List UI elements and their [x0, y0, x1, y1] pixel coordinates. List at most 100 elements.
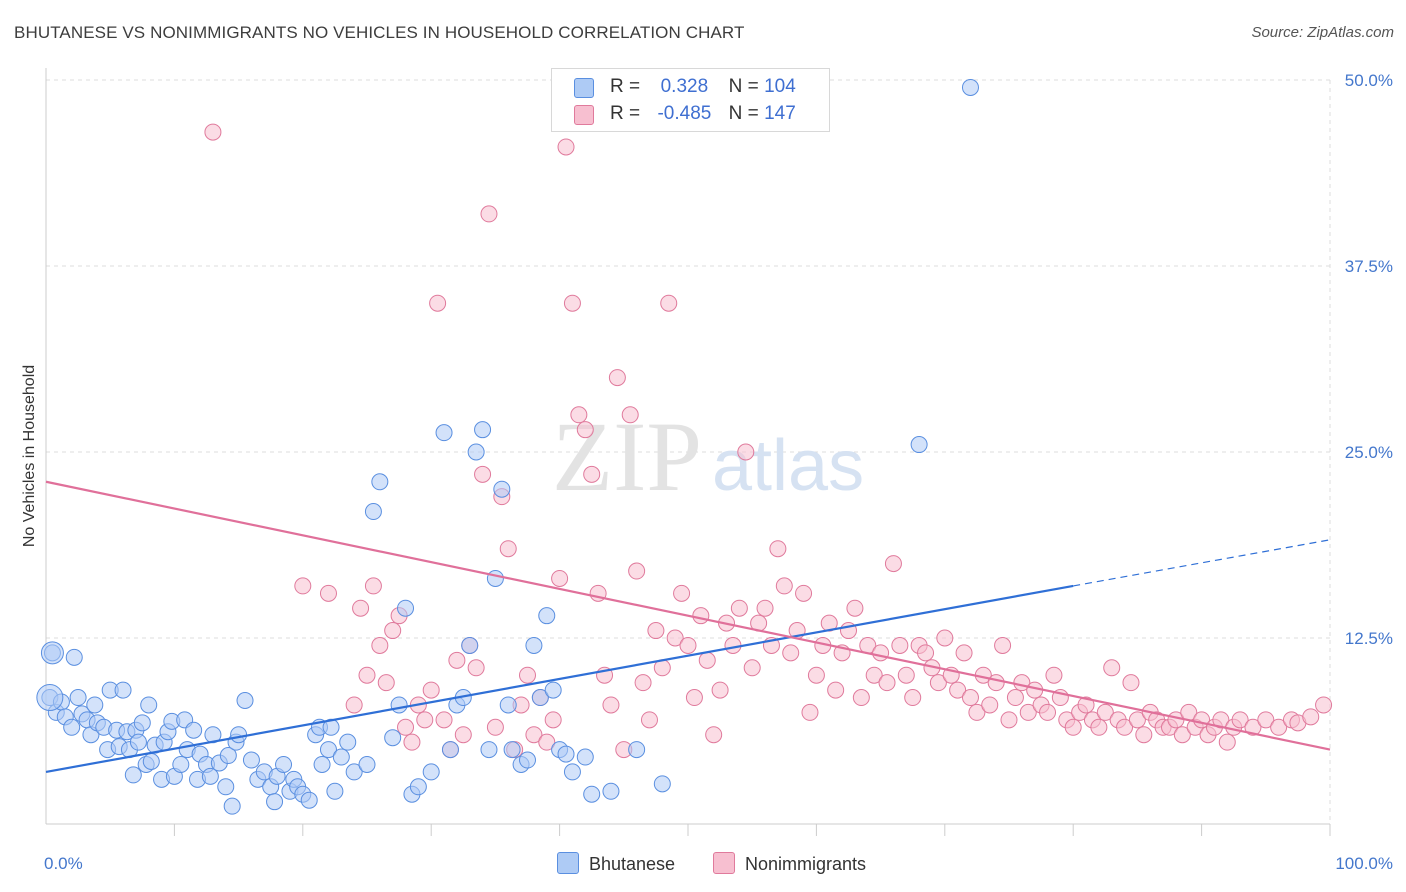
- nonimmigrants-point: [660, 294, 678, 312]
- nonimmigrants-point: [987, 674, 1005, 692]
- nonimmigrants-point: [1045, 666, 1063, 684]
- nonimmigrants-point: [737, 443, 755, 461]
- bhutanese-trend-line: [45, 584, 1074, 774]
- legend: R = 0.328 N = 104 R = -0.485 N = 147: [551, 68, 830, 132]
- bhutanese-point: [140, 696, 158, 714]
- bhutanese-point: [422, 763, 440, 781]
- legend-r-value-bhutanese: 0.328: [660, 76, 709, 97]
- bhutanese-point: [499, 696, 517, 714]
- nonimmigrants-point: [692, 607, 710, 625]
- bhutanese-point: [326, 782, 344, 800]
- nonimmigrants-point: [467, 659, 485, 677]
- nonimmigrants-point: [1244, 718, 1262, 736]
- nonimmigrants-point: [929, 674, 947, 692]
- legend-r-label: R =: [610, 103, 641, 124]
- nonimmigrants-point: [666, 629, 684, 647]
- bhutanese-point: [364, 503, 382, 521]
- bhutanese-point: [124, 766, 142, 784]
- bottom-legend-nonimmigrants: Nonimmigrants: [713, 852, 866, 875]
- nonimmigrants-point: [608, 369, 626, 387]
- bhutanese-point: [493, 480, 511, 498]
- bhutanese-point: [583, 785, 601, 803]
- nonimmigrants-point: [429, 294, 447, 312]
- source-label: Source: ZipAtlas.com: [1251, 24, 1394, 41]
- nonimmigrants-point: [897, 666, 915, 684]
- nonimmigrants-point: [435, 711, 453, 729]
- legend-n-value-bhutanese: 104: [764, 76, 796, 97]
- bhutanese-point: [133, 714, 151, 732]
- nonimmigrants-point: [371, 636, 389, 654]
- nonimmigrants-point: [1173, 726, 1191, 744]
- bhutanese-point: [628, 741, 646, 759]
- bottom-legend-label-bhutanese: Bhutanese: [589, 854, 676, 874]
- nonimmigrants-point: [576, 421, 594, 439]
- x-tick-label-start: 0.0%: [44, 854, 83, 873]
- nonimmigrants-point: [519, 666, 536, 684]
- bhutanese-point: [65, 648, 83, 666]
- nonimmigrants-point: [904, 689, 922, 707]
- nonimmigrants-point: [1231, 711, 1249, 729]
- bhutanese-point: [602, 782, 620, 800]
- bhutanese-point: [519, 751, 536, 769]
- nonimmigrants-point: [538, 733, 556, 751]
- nonimmigrants-point: [711, 681, 729, 699]
- y-tick-label: 37.5%: [1345, 257, 1393, 276]
- nonimmigrants-point: [1006, 689, 1024, 707]
- x-tick-label-end: 100.0%: [1335, 854, 1393, 873]
- nonimmigrants-point: [1218, 733, 1236, 751]
- nonimmigrants-point: [634, 674, 652, 692]
- nonimmigrants-point: [1096, 703, 1114, 721]
- bottom-legend-label-nonimmigrants: Nonimmigrants: [745, 854, 867, 874]
- nonimmigrants-point: [1116, 718, 1134, 736]
- nonimmigrants-point: [557, 138, 575, 156]
- nonimmigrants-point: [1122, 674, 1140, 692]
- nonimmigrants-point: [852, 689, 870, 707]
- bhutanese-point: [266, 793, 284, 811]
- nonimmigrants-point: [994, 636, 1012, 654]
- watermark-atlas: atlas: [712, 426, 864, 506]
- nonimmigrants-point: [551, 569, 569, 587]
- nonimmigrants-point: [583, 465, 601, 483]
- nonimmigrants-point: [416, 711, 434, 729]
- nonimmigrants-point: [1103, 659, 1121, 677]
- nonimmigrants-point: [1128, 711, 1146, 729]
- nonimmigrants-point: [544, 711, 562, 729]
- legend-n-label: N =: [728, 76, 759, 97]
- nonimmigrants-point: [705, 726, 723, 744]
- bhutanese-point: [345, 763, 363, 781]
- nonimmigrants-point: [403, 733, 421, 751]
- bhutanese-point: [525, 636, 543, 654]
- nonimmigrants-point: [384, 622, 402, 640]
- nonimmigrants-point: [878, 674, 896, 692]
- nonimmigrants-point: [422, 681, 440, 699]
- chart-title: BHUTANESE VS NONIMMIGRANTS NO VEHICLES I…: [14, 23, 745, 42]
- legend-swatch-nonimmigrants: [574, 105, 594, 125]
- nonimmigrants-point: [486, 718, 504, 736]
- nonimmigrants-trend-line: [45, 480, 1331, 751]
- y-axis-title: No Vehicles in Household: [21, 365, 38, 547]
- bhutanese-point: [185, 721, 203, 739]
- bhutanese-point: [114, 681, 132, 699]
- bhutanese-point: [390, 696, 408, 714]
- nonimmigrants-point: [1019, 703, 1037, 721]
- bhutanese-point: [201, 767, 219, 785]
- nonimmigrants-point: [602, 696, 620, 714]
- tick-labels: 12.5% 25.0% 37.5% 50.0% 0.0% 100.0%: [44, 71, 1393, 873]
- legend-swatch-bhutanese: [574, 78, 594, 98]
- nonimmigrants-point: [352, 599, 370, 617]
- nonimmigrants-point: [769, 540, 787, 558]
- nonimmigrants-point: [499, 540, 517, 558]
- nonimmigrants-point: [448, 651, 466, 669]
- bhutanese-point: [230, 726, 248, 744]
- bhutanese-point: [461, 636, 479, 654]
- nonimmigrants-point: [345, 696, 363, 714]
- bhutanese-point: [557, 745, 575, 763]
- bhutanese-point: [531, 689, 549, 707]
- bhutanese-point: [69, 689, 87, 707]
- bhutanese-point: [467, 443, 485, 461]
- nonimmigrants-point: [673, 584, 691, 602]
- nonimmigrants-point: [981, 696, 999, 714]
- nonimmigrants-point: [1315, 696, 1333, 714]
- bhutanese-point: [474, 421, 492, 439]
